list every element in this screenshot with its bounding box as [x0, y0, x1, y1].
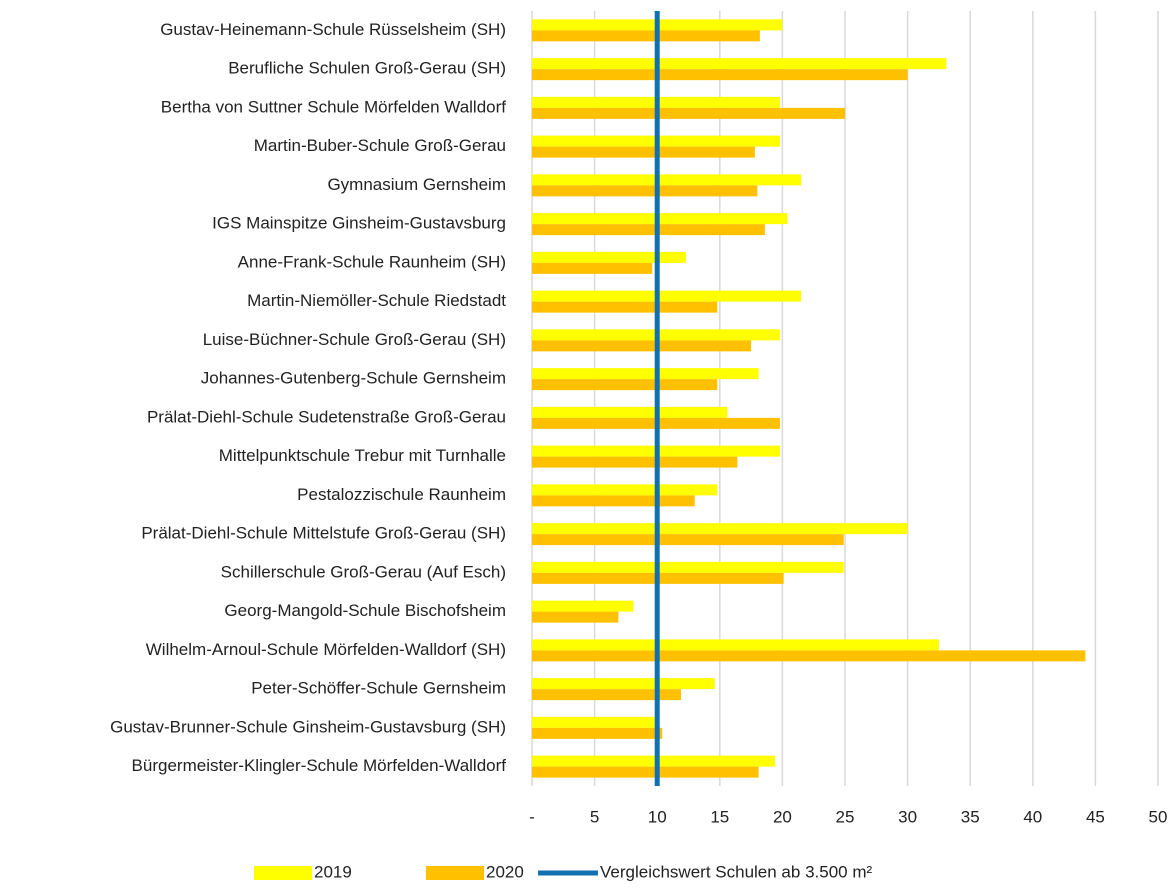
x-tick-label: 5 — [590, 807, 599, 826]
bar — [532, 30, 760, 42]
bar — [532, 340, 752, 352]
y-tick-label: Gustav-Brunner-Schule Ginsheim-Gustavsbu… — [110, 717, 506, 736]
bar — [532, 406, 728, 418]
y-tick-label: Bertha von Suttner Schule Mörfelden Wall… — [161, 97, 506, 116]
bar — [532, 484, 718, 496]
bar — [532, 301, 718, 313]
bar — [532, 107, 845, 119]
bar — [532, 755, 775, 767]
legend-label: 2019 — [314, 862, 352, 881]
bar — [532, 716, 655, 728]
y-tick-label: IGS Mainspitze Ginsheim-Gustavsburg — [212, 214, 506, 233]
x-tick-label: - — [529, 807, 535, 826]
bar — [532, 766, 759, 778]
y-tick-label: Berufliche Schulen Groß-Gerau (SH) — [228, 59, 506, 78]
legend-swatch — [426, 866, 484, 880]
y-tick-label: Georg-Mangold-Schule Bischofsheim — [224, 601, 506, 620]
x-tick-label: 10 — [648, 807, 667, 826]
y-tick-label: Luise-Büchner-Schule Groß-Gerau (SH) — [203, 330, 506, 349]
x-tick-label: 45 — [1086, 807, 1105, 826]
bar — [532, 368, 759, 380]
y-tick-label: Mittelpunktschule Trebur mit Turnhalle — [219, 446, 506, 465]
x-tick-label: 35 — [961, 807, 980, 826]
legend-swatch — [254, 866, 312, 880]
bar — [532, 224, 765, 236]
y-tick-label: Peter-Schöffer-Schule Gernsheim — [251, 679, 506, 698]
legend-label: Vergleichswert Schulen ab 3.500 m² — [600, 862, 872, 881]
bar — [532, 251, 686, 263]
bar — [532, 290, 802, 302]
bar — [532, 58, 947, 70]
x-tick-label: 50 — [1149, 807, 1168, 826]
bar — [532, 534, 844, 546]
y-tick-label: Wilhelm-Arnoul-Schule Mörfelden-Walldorf… — [146, 640, 506, 659]
bar — [532, 727, 663, 739]
y-tick-label: Pestalozzischule Raunheim — [297, 485, 506, 504]
y-tick-label: Bürgermeister-Klingler-Schule Mörfelden-… — [132, 756, 507, 775]
x-tick-label: 15 — [710, 807, 729, 826]
bar — [532, 650, 1086, 662]
bar — [532, 639, 939, 651]
bar — [532, 561, 844, 573]
x-tick-label: 40 — [1023, 807, 1042, 826]
y-tick-label: Johannes-Gutenberg-Schule Gernsheim — [201, 369, 506, 388]
bar — [532, 379, 718, 391]
y-tick-label: Schillerschule Groß-Gerau (Auf Esch) — [221, 562, 506, 581]
y-tick-label: Gustav-Heinemann-Schule Rüsselsheim (SH) — [160, 20, 506, 39]
y-tick-label: Martin-Buber-Schule Groß-Gerau — [254, 136, 506, 155]
bar — [532, 600, 634, 612]
bar — [532, 174, 802, 186]
y-tick-label: Gymnasium Gernsheim — [327, 175, 506, 194]
bar — [532, 456, 738, 468]
bar — [532, 185, 758, 197]
y-tick-label: Prälat-Diehl-Schule Mittelstufe Groß-Ger… — [141, 524, 506, 543]
x-tick-label: 25 — [836, 807, 855, 826]
bar — [532, 495, 695, 507]
bar — [532, 611, 619, 623]
bar — [532, 146, 755, 158]
bar — [532, 678, 715, 690]
bar — [532, 523, 908, 535]
x-tick-label: 30 — [898, 807, 917, 826]
bar — [532, 213, 788, 225]
bar — [532, 262, 653, 274]
y-tick-label: Martin-Niemöller-Schule Riedstadt — [247, 291, 506, 310]
legend-label: 2020 — [486, 862, 524, 881]
x-tick-label: 20 — [773, 807, 792, 826]
bar — [532, 69, 908, 81]
bar — [532, 689, 681, 701]
y-tick-label: Prälat-Diehl-Schule Sudetenstraße Groß-G… — [147, 407, 506, 426]
y-tick-label: Anne-Frank-Schule Raunheim (SH) — [238, 252, 506, 271]
